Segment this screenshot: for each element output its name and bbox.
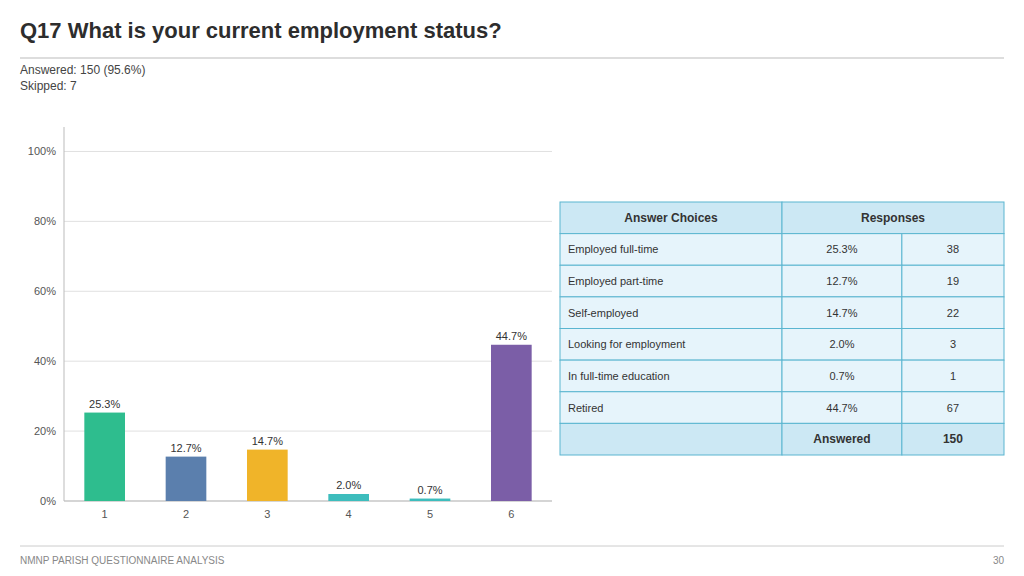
- bar: [328, 494, 369, 501]
- table-cell: [902, 265, 1004, 297]
- x-tick-label: 1: [102, 508, 108, 520]
- data-label: 2.0%: [336, 479, 361, 491]
- bar: [247, 450, 288, 501]
- data-label: 0.7%: [417, 484, 442, 496]
- table-text: 150: [943, 432, 963, 446]
- bar: [410, 499, 451, 501]
- table-cell: [560, 265, 782, 297]
- table-text: 22: [947, 307, 959, 319]
- table-text: 67: [947, 402, 959, 414]
- table-cell: [560, 234, 782, 266]
- table-cell: [560, 392, 782, 424]
- x-axis-line: [64, 501, 552, 502]
- grid-line: [64, 291, 552, 292]
- table-text: 12.7%: [826, 275, 857, 287]
- table-cell: [782, 423, 902, 455]
- table-text: Employed part-time: [568, 275, 663, 287]
- x-tick-label: 5: [427, 508, 433, 520]
- subtitle: Answered: 150 (95.6%): [20, 63, 145, 77]
- table-cell: [782, 329, 902, 361]
- y-tick-label: 0%: [40, 495, 56, 507]
- grid: [64, 151, 552, 501]
- grid-line: [64, 361, 552, 362]
- y-tick-label: 60%: [34, 285, 56, 297]
- grid-line: [64, 151, 552, 152]
- bar: [491, 345, 532, 501]
- table-cell: [782, 360, 902, 392]
- table-text: 3: [950, 338, 956, 350]
- table: Answer Choices Responses Employed full-tim…: [560, 202, 1004, 455]
- y-axis-line: [64, 127, 65, 501]
- table-text: Answered: [813, 432, 870, 446]
- table-cell: [782, 202, 1004, 234]
- chart-root: Q17 What is your current employment stat…: [0, 0, 1024, 576]
- data-label: 12.7%: [170, 442, 201, 454]
- table-cell: [902, 329, 1004, 361]
- table-text: In full-time education: [568, 370, 670, 382]
- data-label: 14.7%: [252, 435, 283, 447]
- table-cell: [560, 202, 782, 234]
- y-tick-label: 100%: [28, 145, 56, 157]
- grid-line: [64, 431, 552, 432]
- table-cell: [560, 423, 782, 455]
- table-text: 14.7%: [826, 307, 857, 319]
- table-text: Responses: [861, 211, 925, 225]
- table-cell: [782, 234, 902, 266]
- bars: [84, 345, 531, 501]
- grid-line: [64, 221, 552, 222]
- x-tick-label: 3: [264, 508, 270, 520]
- data-label: 44.7%: [496, 330, 527, 342]
- table-cell: [782, 392, 902, 424]
- table-text: 38: [947, 243, 959, 255]
- table-text: 44.7%: [826, 402, 857, 414]
- table-text: 0.7%: [829, 370, 854, 382]
- y-tick-label: 40%: [34, 355, 56, 367]
- page-number: 30: [993, 555, 1005, 566]
- table-cell: [902, 297, 1004, 329]
- table-text: Retired: [568, 402, 603, 414]
- data-label: 25.3%: [89, 398, 120, 410]
- y-tick-label: 80%: [34, 215, 56, 227]
- table-text: 2.0%: [829, 338, 854, 350]
- x-tick-label: 2: [183, 508, 189, 520]
- table-cell: [782, 297, 902, 329]
- title: Q17 What is your current employment stat…: [20, 18, 502, 43]
- table-text: Employed full-time: [568, 243, 658, 255]
- table-text: 1: [950, 370, 956, 382]
- x-tick-label: 4: [346, 508, 352, 520]
- footer-rule: [20, 546, 1004, 547]
- title-rule: [20, 58, 1004, 59]
- bar: [166, 457, 207, 501]
- table-text: 25.3%: [826, 243, 857, 255]
- table-cell: [902, 234, 1004, 266]
- table-cell: [560, 297, 782, 329]
- bar: [84, 413, 125, 501]
- table-cell: [902, 360, 1004, 392]
- table-cell: [560, 360, 782, 392]
- x-tick-label: 6: [508, 508, 514, 520]
- table-text: 19: [947, 275, 959, 287]
- table-text: Self-employed: [568, 307, 638, 319]
- annotation: Skipped: 7: [20, 79, 77, 93]
- footer-text: NMNP PARISH QUESTIONNAIRE ANALYSIS: [20, 555, 225, 566]
- y-tick-label: 20%: [34, 425, 56, 437]
- grid-line: [64, 501, 552, 502]
- table-cell: [902, 423, 1004, 455]
- table-cell: [560, 329, 782, 361]
- table-text: Looking for employment: [568, 338, 685, 350]
- table-text: Answer Choices: [624, 211, 718, 225]
- table-cell: [902, 392, 1004, 424]
- table-cell: [782, 265, 902, 297]
